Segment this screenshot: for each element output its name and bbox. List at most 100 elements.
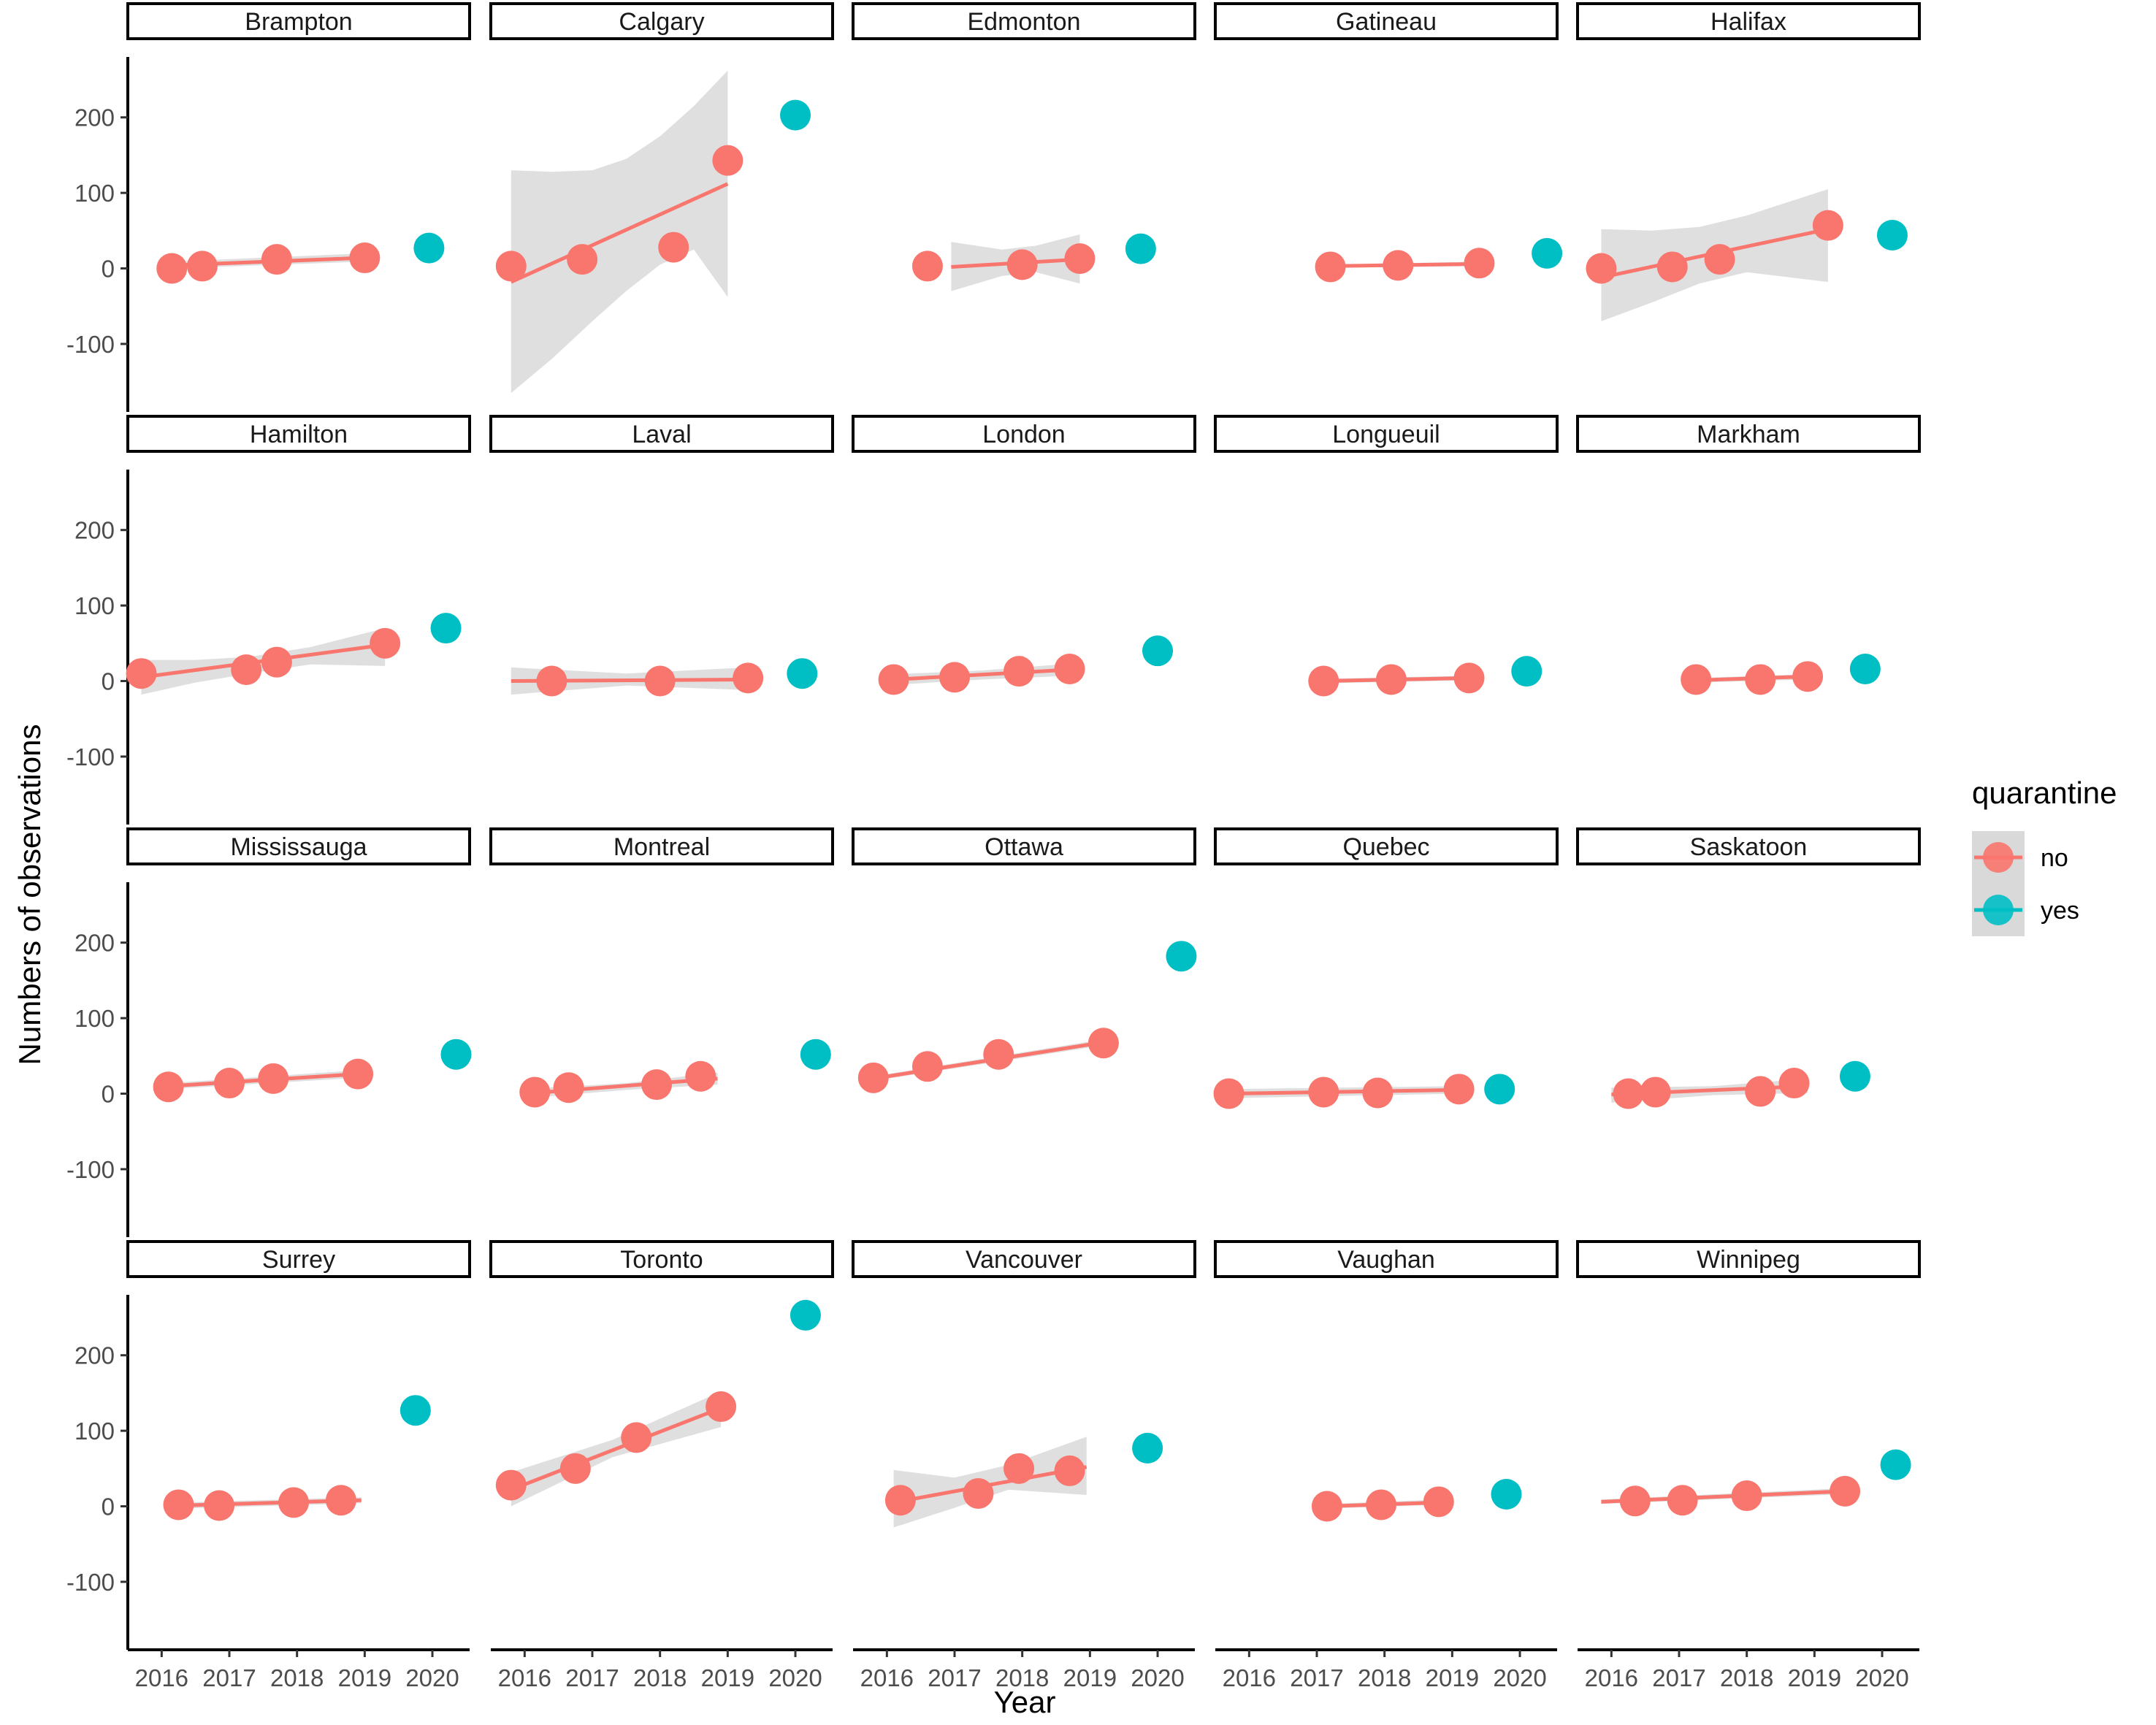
- point-no: [1792, 661, 1824, 692]
- point-no: [644, 665, 676, 697]
- legend-entry-yes: yes: [1972, 884, 2079, 936]
- legend-label: yes: [2041, 897, 2079, 925]
- point-no: [1830, 1475, 1861, 1507]
- legend-key-point: [1983, 895, 2014, 925]
- facet-strip-label: Winnipeg: [1697, 1246, 1800, 1274]
- point-yes: [1511, 656, 1543, 687]
- point-no: [1308, 665, 1339, 697]
- point-no: [349, 242, 381, 274]
- point-no: [214, 1068, 245, 1099]
- y-tick-label: 200: [74, 930, 115, 957]
- facet-strip-label: Longueuil: [1332, 421, 1440, 448]
- point-no: [939, 662, 971, 693]
- facet-strip: [1214, 415, 1559, 453]
- x-tick-label: 2017: [202, 1664, 256, 1691]
- point-no: [884, 1485, 916, 1516]
- y-tick-label: 0: [102, 1081, 115, 1108]
- point-no: [983, 1039, 1014, 1070]
- y-tick-label: 100: [74, 1005, 115, 1032]
- point-no: [1383, 250, 1414, 281]
- point-no: [878, 664, 909, 695]
- x-tick-label: 2016: [498, 1664, 551, 1691]
- x-tick-label: 2018: [995, 1664, 1049, 1691]
- point-no: [186, 250, 218, 282]
- legend-label: no: [2041, 844, 2068, 872]
- facet-edmonton: Edmonton: [852, 2, 1196, 291]
- facet-strip: [1214, 2, 1559, 40]
- facet-vancouver: Vancouver 2016 2017 2018 2019 2020: [852, 1240, 1196, 1691]
- point-no: [685, 1060, 716, 1092]
- facet-strip: [489, 415, 834, 453]
- point-no: [1054, 653, 1085, 684]
- legend: quarantine no yes: [1972, 776, 2117, 936]
- point-no: [1640, 1076, 1671, 1108]
- facet-strip-label: Markham: [1697, 421, 1800, 448]
- facets-layer: Brampton -100 0 100 200 Calgary Edmonton Gatine…: [66, 2, 1921, 1691]
- point-no: [1681, 664, 1712, 695]
- point-no: [1087, 1028, 1119, 1059]
- point-no: [231, 654, 262, 686]
- point-no: [325, 1485, 356, 1516]
- point-no: [1064, 243, 1096, 275]
- point-yes: [413, 232, 445, 264]
- y-tick-label: 0: [102, 1493, 115, 1521]
- facet-strip-label: Saskatoon: [1690, 833, 1808, 861]
- facet-vaughan: Vaughan 2016 2017 2018 2019 2020: [1214, 1240, 1559, 1691]
- point-no: [1745, 664, 1776, 695]
- point-no: [1704, 244, 1735, 275]
- point-yes: [1491, 1478, 1522, 1510]
- point-no: [857, 1062, 889, 1093]
- point-no: [1423, 1486, 1454, 1518]
- point-no: [712, 145, 743, 176]
- facet-strip: [126, 2, 471, 40]
- x-tick-label: 2016: [860, 1664, 914, 1691]
- point-no: [1812, 210, 1843, 241]
- x-tick-label: 2019: [1788, 1664, 1841, 1691]
- legend-entries: no yes: [1972, 831, 2079, 936]
- x-tick-label: 2018: [633, 1664, 687, 1691]
- x-tick-label: 2018: [270, 1664, 324, 1691]
- point-no: [641, 1069, 673, 1101]
- facet-strip: [1576, 2, 1921, 40]
- facet-strip: [489, 1240, 834, 1278]
- facet-strip-label: Quebec: [1342, 833, 1429, 861]
- legend-key-point: [1983, 842, 2014, 873]
- point-no: [1745, 1076, 1776, 1107]
- y-tick-label: 100: [74, 180, 115, 207]
- x-tick-label: 2016: [1585, 1664, 1638, 1691]
- point-no: [963, 1477, 994, 1509]
- trend-line: [893, 668, 1070, 681]
- y-tick-label: 100: [74, 1418, 115, 1445]
- point-no: [1315, 251, 1346, 283]
- facet-brampton: Brampton -100 0 100 200: [66, 2, 471, 412]
- facet-laval: Laval: [489, 415, 834, 697]
- y-axis-title: Numbers of observations: [12, 724, 47, 1066]
- facet-strip-label: Gatineau: [1336, 8, 1437, 36]
- point-no: [1366, 1489, 1397, 1521]
- point-no: [370, 627, 401, 659]
- facet-strip: [1214, 1240, 1559, 1278]
- point-no: [163, 1489, 194, 1521]
- facet-toronto: Toronto 2016 2017 2018 2019 2020: [489, 1240, 834, 1691]
- facet-strip: [126, 1240, 471, 1278]
- x-tick-label: 2019: [338, 1664, 391, 1691]
- x-tick-label: 2017: [565, 1664, 619, 1691]
- x-tick-label: 2017: [1652, 1664, 1705, 1691]
- point-yes: [1142, 635, 1174, 667]
- facet-strip-label: Laval: [632, 421, 691, 448]
- x-axis-title: Year: [994, 1685, 1056, 1719]
- y-tick-label: 200: [74, 104, 115, 131]
- point-no: [1731, 1480, 1762, 1512]
- trend-line: [1228, 1087, 1459, 1096]
- y-tick-label: -100: [66, 743, 115, 770]
- legend-title: quarantine: [1972, 776, 2117, 810]
- point-yes: [1484, 1074, 1515, 1105]
- point-no: [733, 662, 764, 694]
- facet-quebec: Quebec: [1213, 827, 1559, 1109]
- point-no: [278, 1487, 310, 1518]
- point-yes: [787, 658, 818, 689]
- point-no: [1656, 251, 1688, 283]
- facet-strip: [852, 415, 1196, 453]
- y-tick-label: -100: [66, 1156, 115, 1183]
